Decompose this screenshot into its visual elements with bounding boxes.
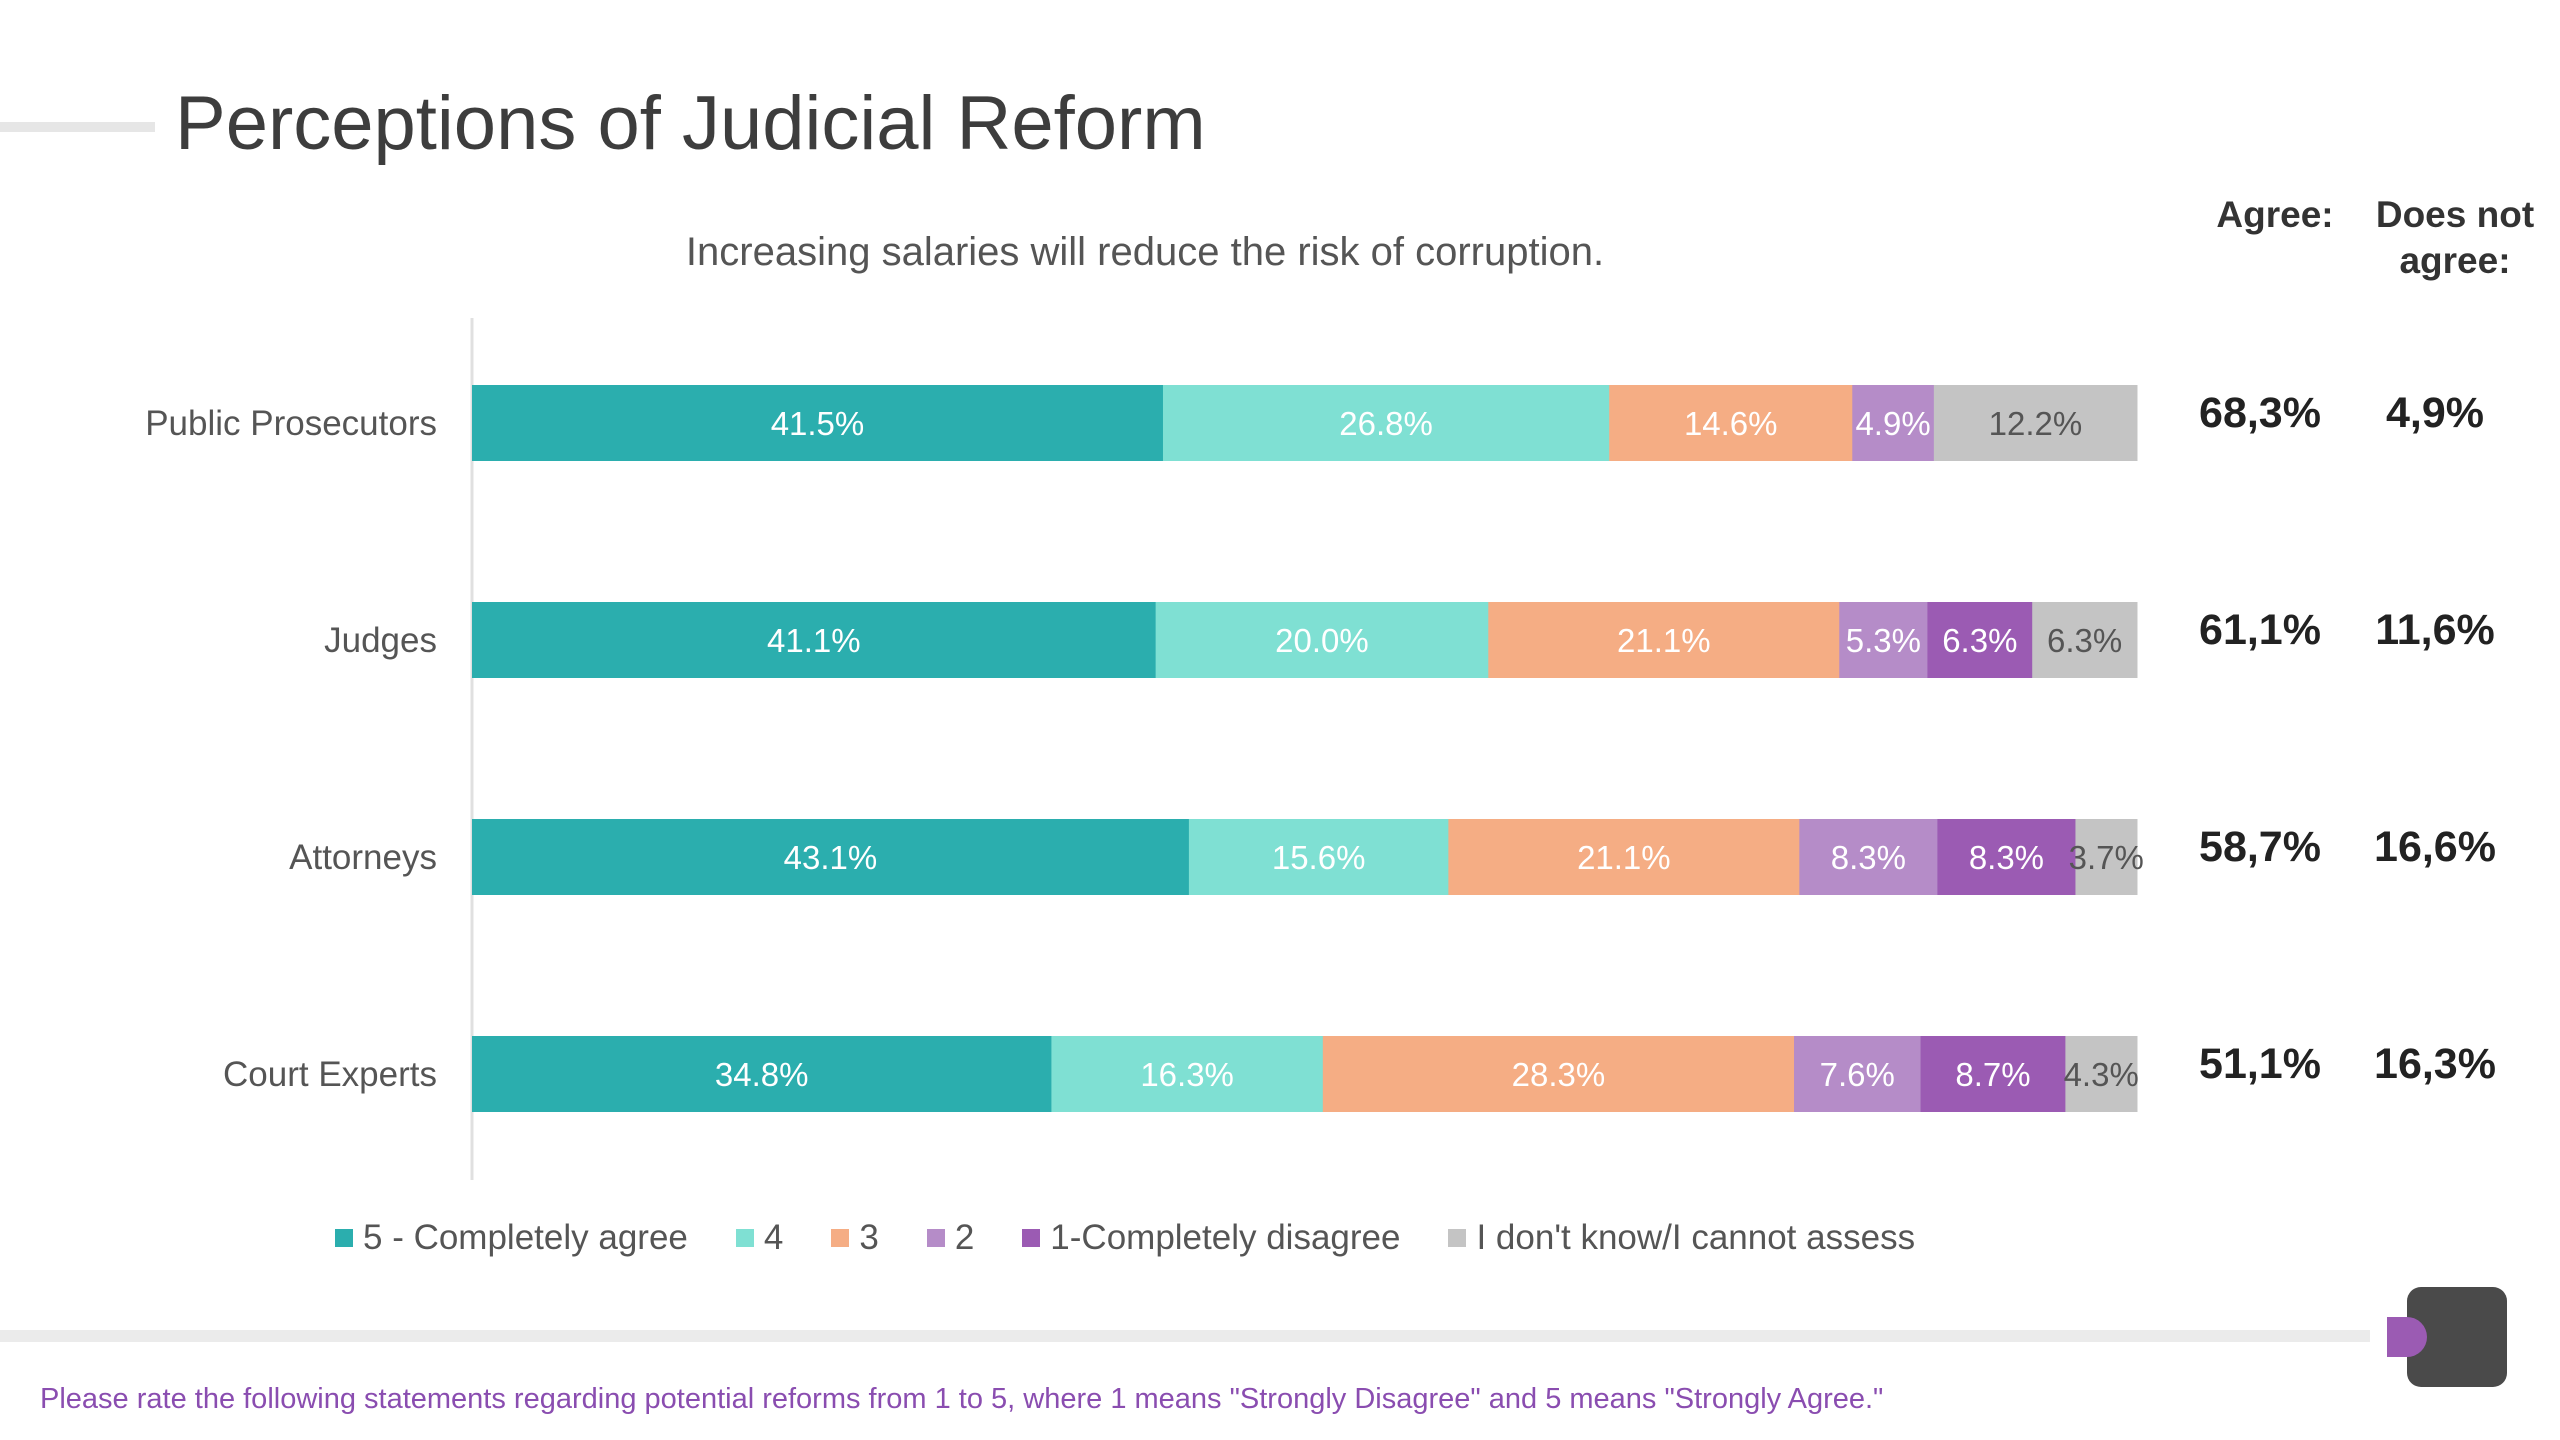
bar-segment	[472, 819, 1190, 895]
data-label: 6.3%	[1942, 622, 2017, 659]
legend-item: 1-Completely disagree	[1022, 1218, 1400, 1258]
data-label: 8.7%	[1955, 1056, 2030, 1093]
data-label: 15.6%	[1272, 839, 1366, 876]
legend-item: 3	[831, 1218, 879, 1258]
category-label: Court Experts	[223, 1055, 437, 1094]
legend-swatch	[1448, 1229, 1467, 1247]
data-label: 26.8%	[1339, 405, 1433, 442]
not-agree-value: 16,3%	[2374, 1040, 2496, 1088]
agree-value: 51,1%	[2199, 1040, 2321, 1088]
data-label: 41.5%	[771, 405, 865, 442]
data-label: 12.2%	[1989, 405, 2083, 442]
footnote: Please rate the following statements reg…	[40, 1383, 1884, 1415]
bar-segment	[472, 1036, 1052, 1112]
legend-label: 1-Completely disagree	[1050, 1218, 1401, 1257]
bar-segment	[1937, 819, 2076, 895]
legend-label: 3	[859, 1218, 879, 1257]
data-label: 20.0%	[1275, 622, 1369, 659]
data-label: 28.3%	[1512, 1056, 1606, 1093]
bar-segment	[1933, 385, 2138, 461]
agree-value: 58,7%	[2199, 823, 2321, 871]
bar-segment	[1322, 1036, 1795, 1112]
agree-value: 61,1%	[2199, 606, 2321, 654]
bar-segment	[2032, 602, 2138, 678]
legend-item: 4	[735, 1218, 784, 1258]
bar-segment	[1162, 385, 1610, 461]
agree-value: 68,3%	[2199, 389, 2321, 437]
bar-segment	[1155, 602, 1489, 678]
legend-item: 2	[926, 1218, 975, 1258]
data-label: 14.6%	[1684, 405, 1778, 442]
legend-label: 4	[763, 1218, 784, 1257]
bar-segment	[2075, 819, 2138, 895]
legend-item: 5 - Completely agree	[335, 1218, 688, 1258]
data-label: 34.8%	[715, 1056, 809, 1093]
category-label: Judges	[324, 621, 437, 660]
legend-swatch	[735, 1229, 754, 1247]
data-label: 6.3%	[2047, 622, 2122, 659]
legend-swatch	[335, 1229, 353, 1247]
bar-segment	[472, 385, 1164, 461]
data-label: 8.3%	[1969, 839, 2044, 876]
page-title: Perceptions of Judicial Reform	[175, 81, 1206, 166]
chart-legend: 5 - Completely agree 4 3 2 1-Completely disa…	[335, 1218, 1915, 1258]
legend-swatch	[1022, 1229, 1041, 1247]
bar-segment	[2065, 1036, 2138, 1112]
legend-swatch	[926, 1229, 945, 1247]
bar-segment	[1794, 1036, 1922, 1112]
bar-segment	[472, 602, 1157, 678]
data-label: 4.3%	[2064, 1056, 2139, 1093]
bar-segment	[1609, 385, 1853, 461]
brand-logo	[2387, 1287, 2507, 1387]
data-label: 3.7%	[2069, 839, 2144, 876]
data-label: 16.3%	[1140, 1056, 1234, 1093]
legend-swatch	[831, 1229, 850, 1247]
bar-segment	[1852, 385, 1935, 461]
not-agree-value: 4,9%	[2386, 389, 2484, 437]
legend-label: I don't know/I cannot assess	[1476, 1218, 1916, 1257]
bar-segment	[1799, 819, 1938, 895]
category-label: Attorneys	[289, 838, 437, 877]
stacked-bar-chart: Public Prosecutors 41.5% 26.8% 14.6% 4.9% 12.…	[145, 318, 2496, 1180]
data-label: 43.1%	[784, 839, 878, 876]
not-agree-value: 11,6%	[2375, 606, 2495, 654]
legend-label: 5 - Completely agree	[363, 1218, 688, 1257]
legend-label: 2	[954, 1218, 975, 1257]
legend-item: I don't know/I cannot assess	[1448, 1218, 1915, 1258]
bar-segment	[1920, 1036, 2066, 1112]
footer-rule	[0, 1330, 2370, 1342]
chart-title: Increasing salaries will reduce the risk…	[685, 230, 1605, 274]
data-label: 41.1%	[767, 622, 861, 659]
not-agree-value: 16,6%	[2374, 823, 2496, 871]
data-label: 21.1%	[1577, 839, 1671, 876]
data-label: 7.6%	[1820, 1056, 1895, 1093]
data-label: 21.1%	[1617, 622, 1711, 659]
agree-column-header: Agree:	[2216, 194, 2334, 235]
bar-segment	[1839, 602, 1928, 678]
data-label: 4.9%	[1855, 405, 1930, 442]
bar-segment	[1051, 1036, 1324, 1112]
not-agree-column-header: Does not agree:	[2375, 194, 2535, 282]
title-rule	[0, 122, 155, 132]
category-label: Public Prosecutors	[145, 404, 437, 443]
bar-segment	[1927, 602, 2033, 678]
bar-segment	[1488, 602, 1840, 678]
bar-segment	[1188, 819, 1449, 895]
data-label: 5.3%	[1846, 622, 1921, 659]
bar-segment	[1448, 819, 1800, 895]
data-label: 8.3%	[1831, 839, 1906, 876]
